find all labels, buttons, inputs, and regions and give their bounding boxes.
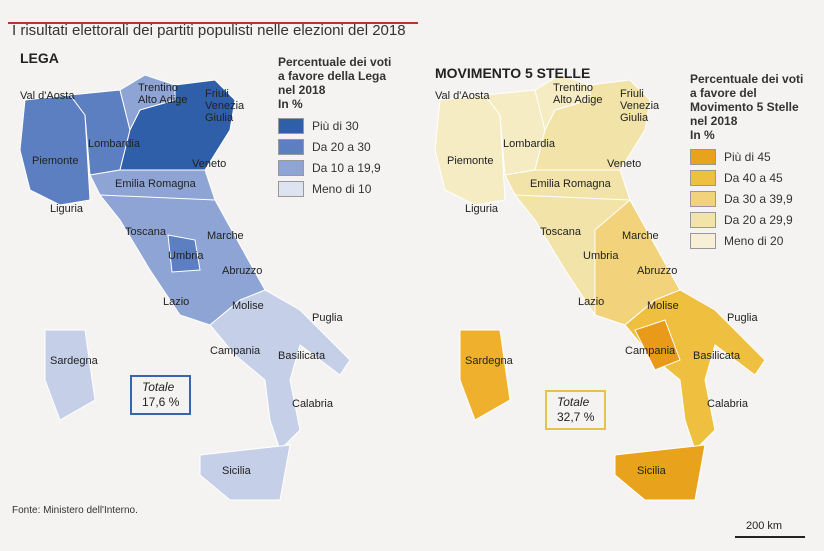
legend-item: Più di 45 xyxy=(690,146,771,167)
legend-label: Da 30 a 39,9 xyxy=(724,191,793,206)
region-label: Emilia Romagna xyxy=(115,178,196,190)
total-value: 32,7 % xyxy=(557,410,595,424)
region-label: Calabria xyxy=(707,398,748,410)
region-label: Marche xyxy=(207,230,244,242)
legend-item: Più di 30 xyxy=(278,115,359,136)
map-heading: MOVIMENTO 5 STELLE xyxy=(435,65,591,81)
legend-label: Da 20 a 30 xyxy=(312,139,371,154)
region-label: Molise xyxy=(232,300,264,312)
legend-swatch xyxy=(690,148,716,165)
region-label: Piemonte xyxy=(32,155,79,167)
legend-label: Da 20 a 29,9 xyxy=(724,212,793,227)
legend-item: Da 20 a 29,9 xyxy=(690,209,793,230)
region-label: Sicilia xyxy=(637,465,666,477)
legend-item: Da 40 a 45 xyxy=(690,167,783,188)
source: Fonte: Ministero dell'Interno. xyxy=(12,505,138,516)
region-label: Marche xyxy=(622,230,659,242)
legend-label: Meno di 20 xyxy=(724,233,784,248)
legend-swatch xyxy=(278,180,304,197)
region-label: Liguria xyxy=(50,203,84,215)
region-label: Val d'Aosta xyxy=(20,90,75,102)
region-label: Lombardia xyxy=(88,138,140,150)
region-label: Campania xyxy=(210,345,261,357)
region-label: Molise xyxy=(647,300,679,312)
map-heading: LEGA xyxy=(20,50,59,66)
legend-label: Meno di 10 xyxy=(312,181,372,196)
legend-swatch xyxy=(278,159,304,176)
legend-title: a favore della Lega xyxy=(278,69,387,83)
region-label: Puglia xyxy=(312,312,343,324)
legend-label: Da 40 a 45 xyxy=(724,170,783,185)
region-label: Toscana xyxy=(125,226,166,238)
region-label: Friuli Venezia Giulia xyxy=(205,88,245,124)
region-label: Val d'Aosta xyxy=(435,90,490,102)
region-label: Veneto xyxy=(607,158,642,170)
region-label: Campania xyxy=(625,345,676,357)
region-label: Friuli Venezia Giulia xyxy=(620,88,660,124)
region-label: Puglia xyxy=(727,312,758,324)
legend-title: Percentuale dei voti xyxy=(278,55,392,69)
region-label: Trentino Alto Adige xyxy=(553,82,603,106)
legend-title: nel 2018 xyxy=(278,83,326,97)
legend-item: Meno di 20 xyxy=(690,230,783,251)
legend-label: Più di 45 xyxy=(724,149,771,164)
legend-item: Da 20 a 30 xyxy=(278,136,371,157)
region-label: Toscana xyxy=(540,226,581,238)
legend-item: Da 10 a 19,9 xyxy=(278,157,381,178)
total-box: Totale 17,6 % xyxy=(130,375,192,415)
region-label: Abruzzo xyxy=(637,265,678,277)
legend-swatch xyxy=(690,211,716,228)
region-label: Trentino Alto Adige xyxy=(138,82,188,106)
legend-title: nel 2018 xyxy=(690,114,738,128)
total-label: Totale xyxy=(142,380,175,394)
map-m5s xyxy=(434,74,766,501)
legend-unit: In % xyxy=(278,97,303,111)
region-label: Veneto xyxy=(192,158,227,170)
region-label: Sicilia xyxy=(222,465,251,477)
legend-label: Più di 30 xyxy=(312,118,359,133)
total-label: Totale xyxy=(557,395,590,409)
scale-label: 200 km xyxy=(746,520,783,532)
legend-swatch xyxy=(690,232,716,249)
region-label: Lazio xyxy=(163,296,190,308)
region-label: Calabria xyxy=(292,398,333,410)
region-label: Piemonte xyxy=(447,155,494,167)
legend-item: Meno di 10 xyxy=(278,178,371,199)
region-label: Liguria xyxy=(465,203,499,215)
title: I risultati elettorali dei partiti popul… xyxy=(12,22,406,39)
total-value: 17,6 % xyxy=(142,395,180,409)
map-lega xyxy=(19,74,351,501)
region-label: Umbria xyxy=(583,250,619,262)
title-rule xyxy=(8,22,418,24)
region-label: Lazio xyxy=(578,296,605,308)
region-label: Lombardia xyxy=(503,138,555,150)
legend-swatch xyxy=(690,190,716,207)
total-box: Totale 32,7 % xyxy=(545,390,607,430)
legend-item: Da 30 a 39,9 xyxy=(690,188,793,209)
region-label: Umbria xyxy=(168,250,204,262)
legend-title: Movimento 5 Stelle xyxy=(690,100,799,114)
legend-title: a favore del xyxy=(690,86,757,100)
legend-swatch xyxy=(278,138,304,155)
legend-label: Da 10 a 19,9 xyxy=(312,160,381,175)
region-label: Abruzzo xyxy=(222,265,263,277)
region-label: Basilicata xyxy=(278,350,326,362)
region-label: Emilia Romagna xyxy=(530,178,611,190)
region-label: Sardegna xyxy=(465,355,513,367)
legend-unit: In % xyxy=(690,128,715,142)
region-label: Sardegna xyxy=(50,355,98,367)
region-label: Basilicata xyxy=(693,350,741,362)
legend-swatch xyxy=(278,117,304,134)
legend-swatch xyxy=(690,169,716,186)
legend-title: Percentuale dei voti xyxy=(690,72,804,86)
